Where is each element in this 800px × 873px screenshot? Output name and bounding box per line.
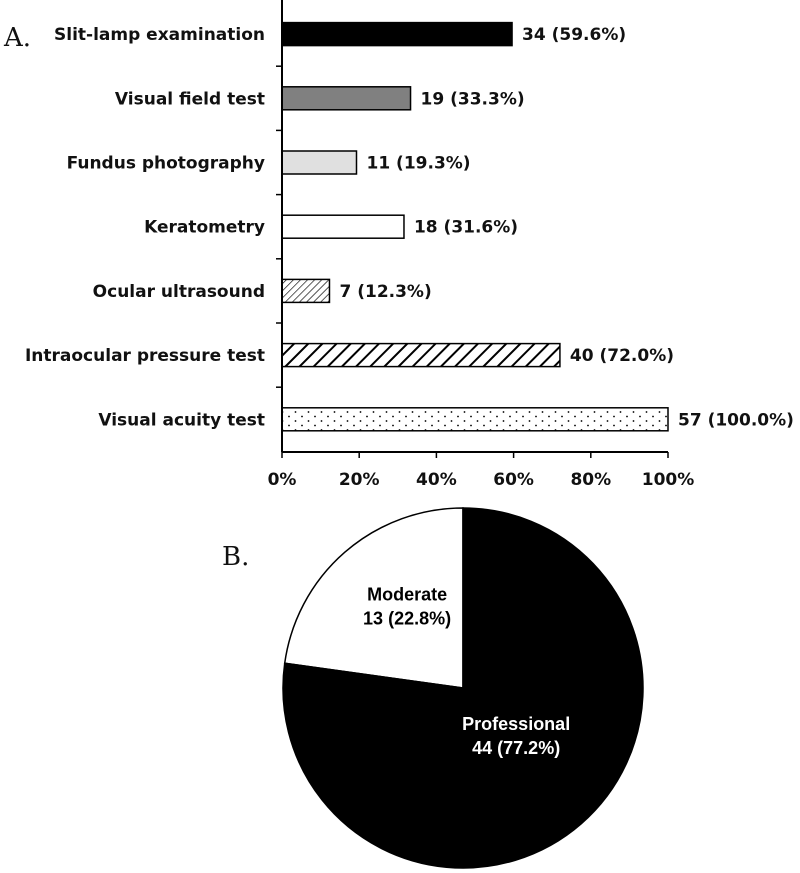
data-label: 40 (72.0%)	[570, 346, 674, 366]
data-label: 19 (33.3%)	[421, 89, 525, 109]
panel-label-a: A.	[3, 23, 31, 53]
category-label: Intraocular pressure test	[25, 346, 265, 366]
bar	[281, 214, 405, 239]
bar-chart: Slit-lamp examination 34 (59.6%) Visual fi…	[25, 0, 794, 490]
slice-name: Moderate	[367, 585, 447, 605]
data-label: 34 (59.6%)	[522, 25, 626, 45]
bar	[281, 86, 412, 111]
bar	[281, 278, 331, 304]
bar	[281, 407, 669, 432]
slice-name: Professional	[462, 714, 570, 734]
x-tick-label: 60%	[493, 470, 534, 490]
panel-label-b: B.	[222, 542, 249, 572]
pie-slice-professional	[282, 507, 644, 869]
category-label: Slit-lamp examination	[54, 25, 265, 45]
category-label: Keratometry	[144, 218, 265, 238]
data-label: 11 (19.3%)	[366, 154, 470, 174]
bar	[281, 21, 513, 47]
category-label: Fundus photography	[67, 154, 265, 174]
data-label: 57 (100.0%)	[678, 410, 794, 430]
category-label: Visual acuity test	[98, 410, 265, 430]
pie-slice-moderate	[283, 507, 464, 689]
category-label: Visual field test	[115, 89, 265, 109]
slice-label: 44 (77.2%)	[472, 738, 560, 758]
data-label: 18 (31.6%)	[414, 218, 518, 238]
x-tick-label: 20%	[339, 470, 380, 490]
data-label: 7 (12.3%)	[339, 282, 431, 302]
x-tick-label: 100%	[642, 470, 695, 490]
bar	[281, 342, 561, 368]
x-tick-label: 0%	[268, 470, 297, 490]
slice-label: 13 (22.8%)	[363, 609, 451, 629]
x-tick-label: 80%	[570, 470, 611, 490]
bar	[281, 150, 358, 175]
pie-chart: Moderate 13 (22.8%) Professional 44 (77.2%)	[282, 507, 644, 869]
x-tick-label: 40%	[416, 470, 457, 490]
category-label: Ocular ultrasound	[93, 282, 265, 302]
